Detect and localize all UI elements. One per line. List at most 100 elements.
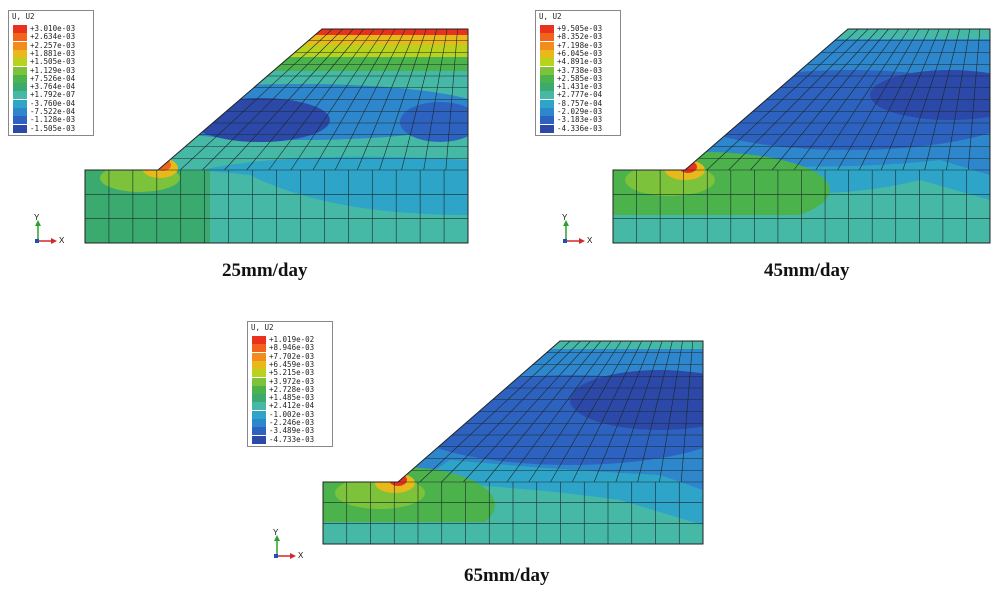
legend-swatch xyxy=(13,99,27,108)
mesh-45mm xyxy=(613,28,990,243)
legend-entry: +6.045e-03 xyxy=(540,48,603,58)
mesh-line xyxy=(771,28,889,171)
legend-value: +1.505e-03 xyxy=(30,57,76,67)
mesh-line xyxy=(463,340,591,483)
legend-entry: +2.257e-03 xyxy=(13,40,76,50)
legend-value: +7.526e-04 xyxy=(30,73,76,83)
legend-entry: +3.010e-03 xyxy=(13,25,75,33)
legend-entry: -2.029e-03 xyxy=(540,108,602,116)
legend-swatch xyxy=(252,427,266,436)
axis-x-label: X xyxy=(59,236,65,245)
legend-entry: +1.431e-03 xyxy=(540,82,603,92)
mesh-line xyxy=(202,28,344,171)
legend-entry: +7.526e-04 xyxy=(13,73,76,83)
legend-value: -3.183e-03 xyxy=(557,115,603,125)
legend-entry: +3.764e-04 xyxy=(13,83,75,92)
mesh-line xyxy=(728,28,869,171)
legend-entry: +1.129e-03 xyxy=(13,65,76,75)
axis-y-label: Y xyxy=(273,528,279,537)
legend-swatch xyxy=(13,91,27,100)
mesh-line xyxy=(528,340,622,483)
legend-value: +1.792e-07 xyxy=(30,90,76,100)
legend-value: -4.733e-03 xyxy=(269,434,315,444)
mesh-line xyxy=(637,340,673,483)
mesh-65mm xyxy=(323,340,703,544)
legend-entry: +2.412e-04 xyxy=(252,401,315,411)
legend-value: +6.045e-03 xyxy=(557,48,603,58)
model-outline xyxy=(322,340,704,545)
legend-value: +2.585e-03 xyxy=(557,73,603,83)
legend-swatch xyxy=(13,58,27,67)
axis-arrows xyxy=(35,220,57,244)
mesh-line xyxy=(837,28,920,171)
legend-entry: +1.792e-07 xyxy=(13,90,76,100)
legend-value: +1.129e-03 xyxy=(30,65,76,75)
legend-entry: +8.352e-03 xyxy=(540,32,603,42)
legend-entry: -3.760e-04 xyxy=(13,99,75,108)
legend-swatch xyxy=(252,419,266,427)
legend-value: +1.431e-03 xyxy=(557,82,603,92)
legend-value: -1.128e-03 xyxy=(30,115,76,125)
legend-45mm: U, U2 +9.505e-03 +8.352e-03 +7.198e-03 +6.0… xyxy=(535,10,621,136)
mesh-line xyxy=(572,340,642,483)
legend-swatch xyxy=(540,99,554,108)
legend-swatch xyxy=(13,116,27,125)
mesh-line xyxy=(401,28,438,171)
legend-entry: +3.972e-03 xyxy=(252,376,315,386)
legend-entry: +9.505e-03 xyxy=(540,25,602,33)
legend-swatch xyxy=(13,49,27,58)
legend-entry: +2.634e-03 xyxy=(13,32,76,42)
mesh-line xyxy=(593,340,653,483)
legend-entry: +2.728e-03 xyxy=(252,385,314,394)
mesh-line xyxy=(334,28,406,171)
legend-value: +2.412e-04 xyxy=(269,401,315,411)
legend-swatch xyxy=(252,394,266,403)
legend-value: +3.972e-03 xyxy=(269,376,315,386)
legend-value: +2.634e-03 xyxy=(30,32,76,42)
legend-value: +8.352e-03 xyxy=(557,32,603,42)
legend-value: +1.485e-03 xyxy=(269,393,315,403)
legend-swatch xyxy=(13,108,27,116)
mesh-line xyxy=(419,340,571,483)
legend-value: +7.198e-03 xyxy=(557,40,603,50)
mesh-line xyxy=(290,28,385,171)
legend-swatch xyxy=(540,33,554,42)
legend-swatch xyxy=(540,49,554,58)
legend-swatch xyxy=(252,410,266,419)
legend-entry: +1.485e-03 xyxy=(252,393,315,403)
legend-entry: +7.702e-03 xyxy=(252,352,314,361)
legend-value: +3.738e-03 xyxy=(557,65,603,75)
legend-entry: -2.246e-03 xyxy=(252,419,314,427)
axis-x-label: X xyxy=(298,551,304,560)
legend-entry: -4.733e-03 xyxy=(252,434,315,444)
legend-value: -2.029e-03 xyxy=(557,107,603,116)
slope-model-25mm xyxy=(84,28,469,244)
legend-swatch xyxy=(252,402,266,411)
panel-65mm: U, U2 +1.019e-02 +8.946e-03 +7.702e-03 +6.4… xyxy=(240,310,760,589)
legend-entry: +8.946e-03 xyxy=(252,344,314,353)
mesh-line xyxy=(615,340,663,483)
legend-swatch xyxy=(540,116,554,125)
legend-entry: -3.183e-03 xyxy=(540,115,603,125)
legend-value: +4.891e-03 xyxy=(557,57,603,67)
mesh-line xyxy=(441,340,581,483)
legend-swatch xyxy=(540,91,554,100)
legend-value: +1.019e-02 xyxy=(269,335,315,344)
legend-swatch xyxy=(252,352,266,361)
legend-entry: -7.522e-04 xyxy=(13,108,75,116)
mesh-line xyxy=(357,28,417,171)
legend-title: U, U2 xyxy=(251,323,274,332)
legend-value: -1.002e-03 xyxy=(269,409,315,419)
legend-value: +2.777e-04 xyxy=(557,90,603,100)
mesh-line xyxy=(224,28,354,171)
mesh-line xyxy=(902,28,950,171)
axis-y-label: Y xyxy=(34,213,40,222)
legend-value: +2.257e-03 xyxy=(30,40,76,50)
legend-swatch xyxy=(13,41,27,50)
legend-value: -7.522e-04 xyxy=(30,107,76,116)
mesh-25mm xyxy=(85,28,468,243)
legend-swatch xyxy=(540,66,554,75)
legend-swatch xyxy=(13,66,27,75)
legend-value: -1.505e-03 xyxy=(30,123,76,133)
mesh-line xyxy=(246,28,364,171)
